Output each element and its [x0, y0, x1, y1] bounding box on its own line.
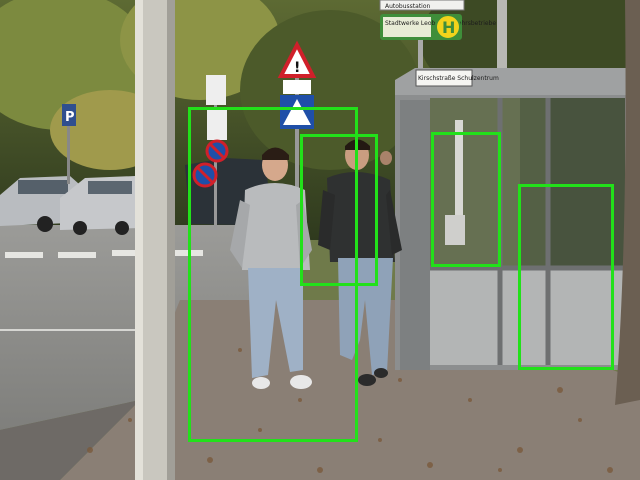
bus-stop-h-badge — [435, 14, 461, 40]
utility-pole-right — [497, 0, 507, 70]
parking-sign — [62, 104, 76, 126]
parking-sign-pole — [67, 124, 70, 184]
tree-canopy-mid — [240, 10, 420, 170]
distant-person — [380, 151, 392, 165]
shelter-name-sign — [415, 69, 473, 87]
foreground-pole-shadow — [167, 0, 175, 480]
warning-triangle-sign — [277, 40, 317, 78]
bus-shelter — [395, 68, 632, 370]
warning-sign-pole — [295, 70, 299, 230]
detection-box-1 — [188, 107, 358, 442]
parking-sign-letter: P — [65, 110, 75, 125]
warning-exclamation: ! — [294, 60, 300, 76]
pedestrian-dark-jacket — [318, 139, 402, 386]
parked-car-2 — [60, 176, 142, 235]
no-parking-panel — [206, 75, 226, 105]
no-parking-slash — [196, 166, 214, 184]
tree-trunk-right — [615, 0, 640, 405]
top-banner-sign — [379, 0, 465, 11]
fallen-leaves — [87, 348, 613, 473]
curb — [0, 400, 140, 480]
detection-box-4 — [518, 184, 614, 370]
pedestrian-grey-jacket — [230, 147, 312, 389]
detection-box-2 — [300, 134, 378, 286]
foreground-pole-highlight — [135, 0, 143, 480]
shelter-name-text: Kirschstraße Schulzentrum — [418, 75, 499, 82]
no-stopping-slash — [208, 142, 226, 160]
bus-stop-sign-panel — [383, 17, 431, 37]
warning-sub-plate — [283, 80, 311, 94]
info-plate — [207, 110, 227, 140]
top-banner-text: Autobusstation — [385, 3, 431, 10]
bus-stop-h-letter: H — [442, 18, 455, 37]
detection-box-3 — [431, 132, 501, 267]
bus-sign-pole — [418, 35, 423, 95]
pedestrian-crossing-triangle — [283, 99, 311, 125]
